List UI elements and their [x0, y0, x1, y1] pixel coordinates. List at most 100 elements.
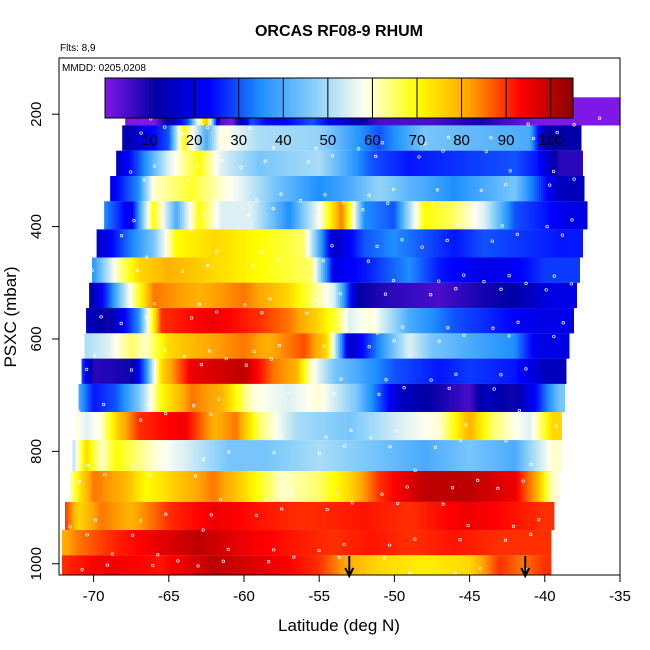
layer-cell [444, 440, 447, 472]
layer-cell [469, 555, 473, 575]
layer-cell [574, 150, 578, 177]
layer-cell [406, 282, 409, 309]
layer-cell [89, 412, 93, 441]
layer-cell [345, 471, 348, 502]
layer-cell [512, 176, 516, 202]
layer-cell [322, 555, 326, 575]
layer-cell [276, 150, 280, 177]
colorbar-cell [526, 78, 529, 118]
layer-cell [313, 150, 316, 177]
layer-cell [105, 257, 108, 283]
layer-cell [300, 229, 303, 258]
layer-cell [283, 282, 286, 309]
layer-cell [259, 308, 262, 334]
layer-cell [541, 308, 544, 334]
layer-cell [149, 383, 153, 413]
layer-cell [108, 257, 112, 283]
layer-cell [311, 257, 315, 283]
sample-marker [119, 321, 123, 326]
colorbar-cell [258, 78, 262, 118]
layer-cell [456, 530, 460, 556]
layer-cell [245, 383, 249, 413]
layer-cell [164, 125, 168, 151]
layer-cell [315, 150, 318, 177]
layer-cell [322, 257, 326, 283]
colorbar-cell [519, 78, 523, 118]
layer-cell [389, 530, 393, 556]
layer-cell [134, 412, 138, 441]
layer-cell [95, 530, 98, 556]
sample-marker [341, 200, 345, 205]
layer-cell [456, 501, 459, 531]
layer-cell [225, 201, 228, 230]
layer-cell [79, 412, 82, 441]
layer-cell [228, 282, 231, 309]
layer-cell [438, 440, 441, 472]
layer-cell [204, 412, 207, 441]
layer-cell [578, 176, 581, 202]
sample-marker [280, 507, 284, 511]
layer-cell [495, 383, 499, 413]
layer-cell [491, 358, 494, 384]
layer-cell [366, 471, 369, 502]
layer-cell [185, 412, 189, 441]
layer-cell [187, 176, 190, 202]
layer-cell [447, 333, 451, 359]
layer-cell [401, 530, 405, 556]
layer-cell [227, 125, 230, 151]
layer-cell [311, 201, 315, 230]
layer-cell [323, 412, 327, 441]
layer-cell [294, 257, 297, 283]
layer-cell [213, 257, 217, 283]
layer-cell [122, 125, 125, 151]
layer-cell [351, 471, 354, 502]
layer-cell [231, 501, 235, 531]
layer-cell [458, 308, 462, 334]
colorbar-cell [305, 78, 309, 118]
layer-cell [308, 530, 312, 556]
sample-marker [217, 397, 221, 401]
layer-cell [162, 125, 166, 151]
layer-cell [505, 555, 508, 575]
layer-cell [311, 555, 314, 575]
layer-cell [567, 125, 571, 151]
layer-cell [503, 308, 507, 334]
layer-cell [372, 383, 376, 413]
layer-cell [486, 125, 489, 151]
layer-cell [519, 125, 523, 151]
layer-cell [467, 501, 471, 531]
layer-cell [99, 501, 102, 531]
layer-cell [266, 257, 270, 283]
layer-cell [159, 229, 162, 258]
layer-cell [493, 333, 496, 359]
layer-cell [420, 201, 424, 230]
layer-cell [542, 440, 545, 472]
layer-cell [370, 358, 374, 384]
layer-cell [304, 358, 307, 384]
layer-cell [341, 555, 345, 575]
layer-cell [215, 440, 218, 472]
layer-cell [206, 201, 209, 230]
sample-marker [260, 310, 264, 315]
sample-marker [441, 149, 445, 153]
layer-cell [217, 150, 221, 177]
layer-cell [379, 176, 382, 202]
layer-cell [223, 308, 227, 334]
colorbar-cell [185, 78, 188, 118]
layer-cell [113, 358, 116, 384]
layer-cell [240, 358, 243, 384]
layer-cell [370, 257, 373, 283]
layer-cell [165, 358, 168, 384]
layer-cell [255, 308, 258, 334]
layer-cell [412, 440, 416, 472]
layer-cell [475, 555, 478, 575]
layer-cell [487, 471, 490, 502]
layer-cell [285, 471, 289, 502]
layer-cell [174, 257, 178, 283]
layer-cell [219, 257, 223, 283]
colorbar-cell [156, 78, 159, 118]
layer-cell [233, 229, 237, 258]
layer-cell [281, 383, 284, 413]
layer-cell [125, 471, 129, 502]
layer-cell [399, 501, 403, 531]
